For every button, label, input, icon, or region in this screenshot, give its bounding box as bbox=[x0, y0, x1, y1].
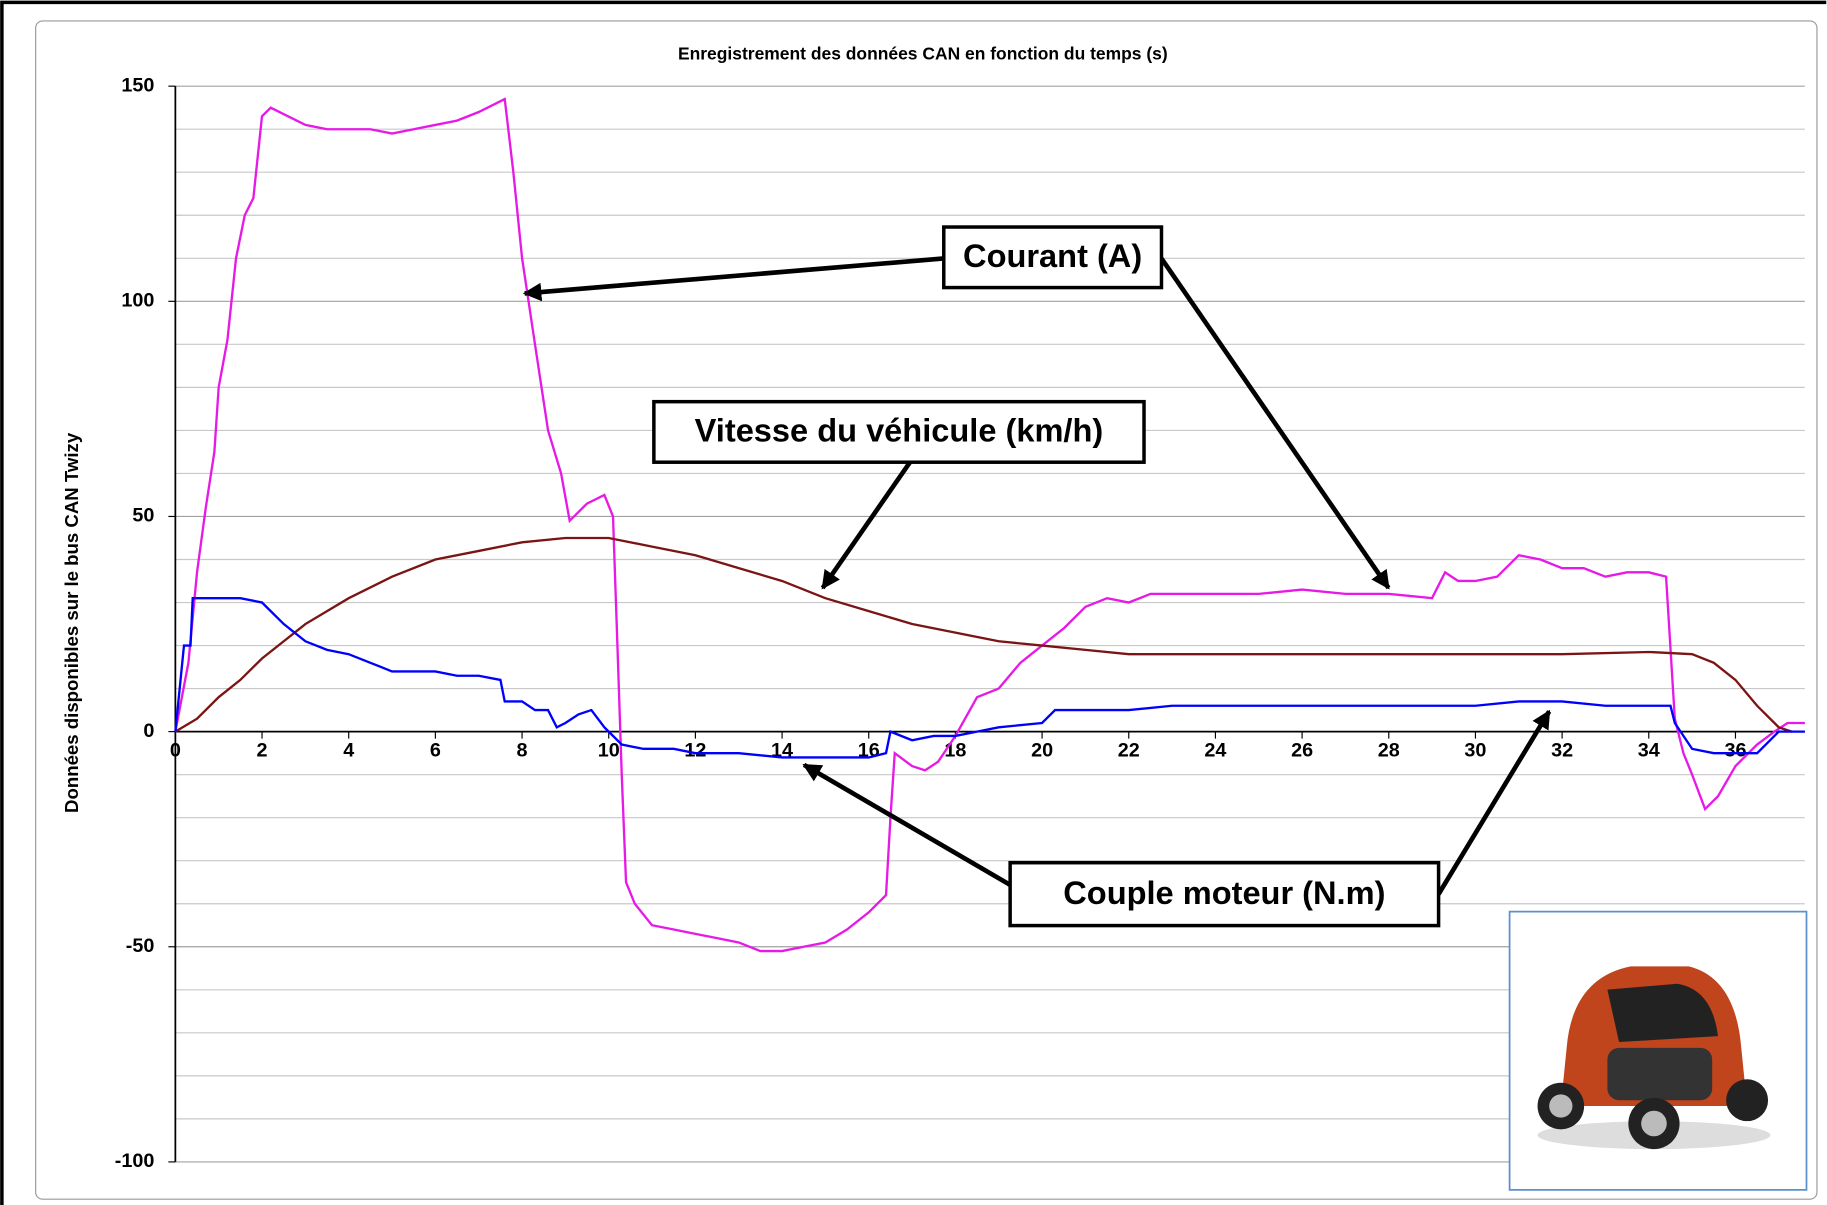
annotation-arrow bbox=[820, 460, 912, 590]
x-tick-label: 2 bbox=[257, 740, 268, 762]
y-tick-label: 150 bbox=[121, 74, 154, 96]
annotation-arrow bbox=[1159, 257, 1391, 590]
annotation-box bbox=[652, 399, 1146, 464]
x-tick-label: 8 bbox=[517, 740, 528, 762]
x-tick-label: 20 bbox=[1031, 740, 1053, 762]
car-image bbox=[1508, 910, 1808, 1191]
x-tick-label: 22 bbox=[1118, 740, 1140, 762]
series-line bbox=[174, 597, 1805, 759]
y-tick-label: 0 bbox=[143, 720, 154, 742]
annotation-box bbox=[1008, 860, 1441, 928]
annotation-arrow bbox=[1436, 709, 1552, 896]
x-tick-label: 0 bbox=[170, 740, 181, 762]
x-tick-label: 30 bbox=[1464, 740, 1486, 762]
annotation-text: Vitesse du véhicule (km/h) bbox=[695, 412, 1104, 449]
x-tick-label: 26 bbox=[1291, 740, 1313, 762]
annotation-arrow bbox=[522, 256, 944, 302]
car-wheel bbox=[1726, 1079, 1769, 1122]
y-tick-label: -50 bbox=[126, 935, 155, 957]
chart-title: Enregistrement des données CAN en foncti… bbox=[678, 43, 1168, 63]
y-tick-label: -100 bbox=[115, 1150, 155, 1172]
car-rim bbox=[1549, 1094, 1573, 1118]
series-line bbox=[174, 97, 1805, 953]
x-tick-label: 12 bbox=[684, 740, 706, 762]
annotation-arrow bbox=[802, 762, 1012, 887]
x-tick-label: 18 bbox=[944, 740, 966, 762]
car-rim bbox=[1641, 1110, 1667, 1137]
annotation-text: Courant (A) bbox=[963, 237, 1142, 274]
y-axis-label: Données disponibles sur le bus CAN Twizy bbox=[61, 432, 82, 813]
annotation-text: Couple moteur (N.m) bbox=[1063, 874, 1385, 911]
y-tick-label: 50 bbox=[132, 505, 154, 527]
x-tick-label: 34 bbox=[1638, 740, 1660, 762]
x-tick-label: 6 bbox=[430, 740, 441, 762]
x-tick-label: 24 bbox=[1204, 740, 1226, 762]
x-tick-label: 4 bbox=[343, 740, 354, 762]
x-tick-label: 36 bbox=[1724, 740, 1746, 762]
y-tick-label: 100 bbox=[121, 290, 154, 312]
x-tick-label: 10 bbox=[598, 740, 620, 762]
annotations: Courant (A) Vitesse du véhicule (km/h) Cou… bbox=[522, 225, 1552, 928]
x-tick-label: 32 bbox=[1551, 740, 1573, 762]
car-window bbox=[1607, 983, 1718, 1043]
lines bbox=[174, 97, 1805, 953]
car-front bbox=[1607, 1047, 1713, 1101]
series-line bbox=[174, 536, 1793, 733]
x-tick-label: 28 bbox=[1378, 740, 1400, 762]
annotation-box bbox=[942, 225, 1164, 290]
